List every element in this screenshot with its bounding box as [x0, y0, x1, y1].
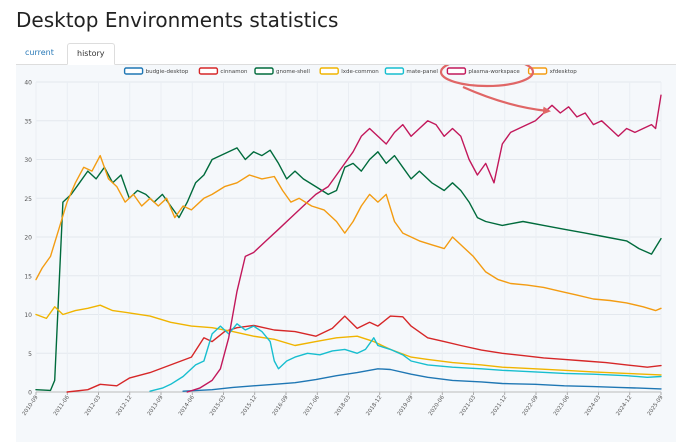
legend-label: xfdesktop	[550, 69, 578, 75]
legend-item-mate-panel[interactable]: mate-panel	[384, 67, 438, 75]
x-tick-label: 2022-09	[522, 394, 540, 417]
y-tick-label: 20	[24, 235, 32, 242]
legend-item-gnome-shell[interactable]: gnome-shell	[254, 67, 310, 75]
x-tick-label: 2012-12	[115, 395, 133, 417]
series-lines	[35, 94, 662, 393]
legend-item-xfdesktop[interactable]: xfdesktop	[527, 67, 578, 75]
x-tick-label: 2017-06	[303, 394, 321, 417]
legend-item-plasma-workspace[interactable]: plasma-workspace	[446, 67, 520, 75]
y-tick-label: 25	[24, 196, 32, 203]
legend-swatch	[319, 67, 339, 75]
legend-item-budgie-desktop[interactable]: budgie-desktop	[123, 67, 189, 75]
x-tick-label: 2012-03	[84, 394, 102, 417]
series-line-budgie-desktop	[182, 368, 662, 392]
x-tick-label: 2015-12	[240, 395, 258, 417]
x-tick-label: 2023-06	[553, 394, 571, 417]
legend-item-cinnamon[interactable]: cinnamon	[198, 67, 248, 75]
series-line-lxde-common	[35, 304, 662, 376]
x-tick-label: 2018-12	[365, 395, 383, 417]
y-tick-label: 5	[28, 351, 32, 358]
x-tick-label: 2010-09	[22, 394, 40, 417]
x-tick-label: 2014-06	[178, 394, 196, 417]
y-tick-label: 0	[28, 390, 32, 397]
y-tick-label: 15	[24, 273, 32, 280]
annotation-ellipse	[439, 65, 535, 88]
legend: budgie-desktop cinnamon gnome-shell lxde-co…	[123, 67, 578, 75]
x-tick-label: 2024-03	[584, 394, 602, 417]
y-tick-label: 30	[24, 157, 32, 164]
annotation	[439, 65, 551, 115]
series-line-mate-panel	[149, 323, 662, 392]
legend-swatch	[254, 67, 274, 75]
x-tick-label: 2016-09	[272, 394, 290, 417]
y-tick-label: 10	[24, 312, 32, 319]
x-tick-label: 2020-06	[428, 394, 446, 417]
legend-label: budgie-desktop	[146, 69, 189, 75]
legend-swatch	[384, 67, 405, 75]
y-axis: 0 5 10 15 20 25 30 35 40	[24, 80, 32, 397]
annotation-arrow	[462, 85, 551, 115]
y-tick-label: 40	[24, 80, 32, 87]
legend-label: cinnamon	[220, 69, 248, 75]
legend-label: plasma-workspace	[468, 69, 520, 75]
series-line-cinnamon	[66, 315, 662, 393]
legend-label: lxde-common	[341, 69, 379, 75]
page-title: Desktop Environments statistics	[16, 8, 339, 32]
x-tick-label: 2021-12	[490, 395, 508, 417]
legend-swatch	[446, 67, 467, 75]
tab-history[interactable]: history	[67, 43, 115, 65]
x-tick-label: 2011-06	[53, 394, 71, 417]
x-tick-label: 2019-09	[397, 394, 415, 417]
x-tick-label: 2021-03	[459, 394, 477, 417]
x-axis: 2010-09 2011-06 2012-03 2012-12 2013-09 2014-…	[22, 391, 665, 417]
series-line-xfdesktop	[35, 154, 662, 312]
series-line-plasma-workspace	[186, 94, 662, 393]
y-tick-label: 35	[24, 118, 32, 125]
x-tick-label: 2024-12	[615, 395, 633, 417]
x-tick-label: 2015-03	[209, 394, 227, 417]
tab-current[interactable]: current	[25, 48, 54, 57]
x-tick-label: 2018-03	[334, 394, 352, 417]
tab-bar: current history	[16, 43, 676, 65]
legend-label: gnome-shell	[276, 69, 310, 75]
grid-lines	[35, 81, 662, 393]
legend-item-lxde-common[interactable]: lxde-common	[319, 67, 379, 75]
series-line-gnome-shell	[35, 147, 662, 392]
chart-panel: 0 5 10 15 20 25 30 35 40 2010-09 2011-06 2012-03 20…	[16, 65, 676, 442]
legend-label: mate-panel	[406, 69, 438, 75]
legend-swatch	[123, 67, 144, 75]
x-tick-label: 2013-09	[147, 394, 165, 417]
legend-swatch	[198, 67, 219, 75]
x-tick-label: 2025-09	[647, 394, 665, 417]
